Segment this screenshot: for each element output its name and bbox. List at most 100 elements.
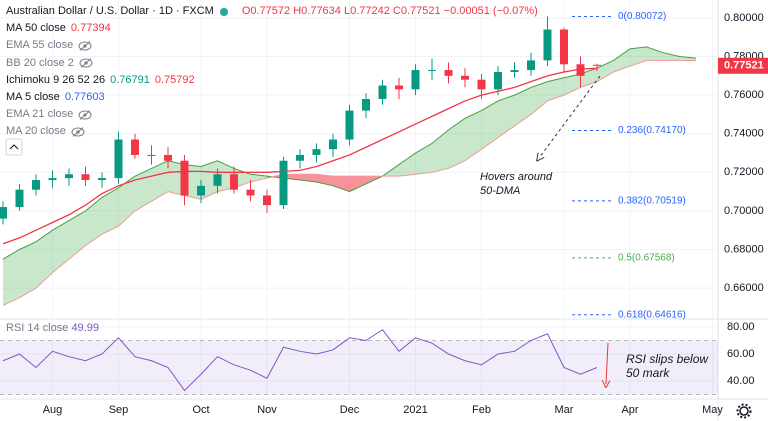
cloud-segment [69,210,86,260]
candle-body [411,70,420,90]
x-tick-label: Dec [340,404,360,416]
x-tick-label: Apr [621,404,638,416]
cloud-segment [316,174,333,186]
candle-body [329,139,337,150]
cloud-segment [613,48,630,72]
cloud-segment [547,77,564,101]
candle-body [230,174,238,190]
indicator-name: EMA 55 close [6,39,74,52]
candle-body [0,207,7,219]
legend: Australian Dollar / U.S. Dollar · 1D · F… [6,3,538,141]
settings-icon[interactable] [736,403,752,419]
y-tick-label: 0.72000 [724,166,764,178]
visibility-toggle[interactable] [79,58,93,69]
annotation-arrow [606,342,608,384]
indicator-value: 0.76791 [110,73,150,86]
candle-body [164,154,172,161]
cloud-segment [52,220,69,273]
rsi-tick-label: 60.00 [727,348,755,360]
cloud-segment [283,174,300,181]
annotation: RSI slips below 50 mark [626,352,709,380]
candle-body [279,160,288,206]
status-dot [219,7,228,16]
cloud-segment [19,241,36,298]
candle-body [560,29,568,65]
candle-body [114,139,123,179]
rsi-value: 49.99 [71,322,99,334]
cloud-segment [646,46,663,61]
cloud-segment [465,110,482,161]
indicator-value: 0.75792 [154,73,195,86]
candle-body [345,110,354,140]
cloud-segment [481,100,498,150]
y-tick-label: 0.74000 [724,128,764,140]
x-tick-label: Mar [555,404,574,416]
fib-label: 0.5(0.67568) [618,252,675,263]
candle-body [15,189,24,208]
visibility-toggle[interactable] [71,127,85,137]
candle-body [510,70,519,72]
indicator-name: BB 20 close 2 [6,56,74,69]
indicator-name: EMA 21 close [6,108,74,121]
candle-body [461,75,469,80]
cloud-segment [102,187,119,235]
cloud-segment [663,52,680,61]
cloud-segment [201,160,218,200]
indicator-name: MA 50 close [6,22,66,35]
candle-body [263,195,271,206]
rsi-tick-label: 40.00 [727,375,755,387]
candle-body [312,149,321,155]
cloud-segment [498,95,515,138]
candle-body [362,98,370,111]
candle-body [48,178,57,181]
cloud-segment [514,87,531,127]
y-tick-label: 0.66000 [724,282,764,294]
cloud-segment [531,81,548,115]
cloud-segment [217,160,234,192]
candle-body [543,29,552,61]
indicator: EMA 21 close [6,106,538,123]
annotation-arrow [539,75,601,158]
fib-label: 0.382(0.70519) [618,196,686,207]
collapse-icon [9,144,19,150]
fib-label: 0.618(0.64616) [618,309,686,320]
candle-body [378,85,387,99]
rsi-line [2,329,598,392]
x-tick-label: Oct [192,404,209,416]
cloud-segment [597,60,614,82]
candle-body [428,70,436,72]
candle-body [527,60,535,71]
visibility-toggle[interactable] [78,109,92,120]
cloud-segment [349,176,366,192]
fib-label: 0(0.80072) [618,11,666,22]
y-tick-label: 0.76000 [724,89,764,101]
cloud-segment [168,160,185,196]
candle-body [65,174,73,179]
candle-body [81,174,90,181]
candle-body [147,154,156,156]
cloud-segment [85,197,102,246]
candle-body [395,85,403,90]
rsi-legend: RSI 14 close 49.99 [6,322,99,334]
x-tick-label: Nov [257,404,277,416]
x-tick-label: Sep [109,404,129,416]
x-tick-label: Feb [472,404,491,416]
indicator: MA 5 close 0.77603 [6,89,538,106]
candle-body [98,178,106,181]
rsi-name: RSI 14 close [6,322,69,334]
candle-body [296,154,304,161]
x-tick-label: Aug [43,404,63,416]
indicator: MA 20 close [6,123,538,140]
candle-body [477,79,486,90]
cloud-segment [448,118,465,169]
x-tick-label: May [702,404,723,416]
candle-body [131,139,139,155]
visibility-toggle[interactable] [78,41,92,51]
candle-body [32,180,40,190]
y-tick-label: 0.70000 [724,205,764,217]
cloud-segment [36,230,53,289]
collapse-button[interactable] [5,138,23,156]
cloud-segment [679,56,696,61]
y-tick-label: 0.68000 [724,243,764,255]
cloud-segment [184,164,201,200]
